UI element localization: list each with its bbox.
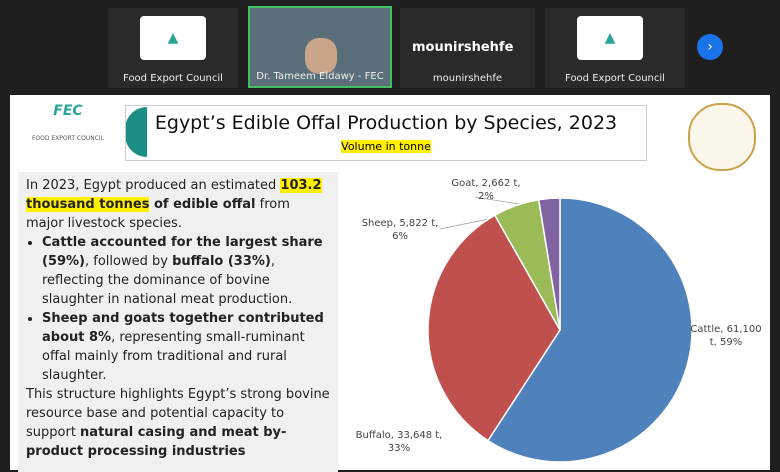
slide-title: Egypt’s Edible Offal Production by Speci… — [154, 112, 618, 134]
emblem — [688, 103, 756, 171]
text: Cattle accounted for the largest share (… — [42, 235, 323, 269]
video-person — [305, 38, 337, 74]
participant-tile[interactable]: ▲ Food Export Council — [108, 8, 238, 88]
slide: FEC FOOD EXPORT COUNCIL Egypt’s Edible O… — [10, 95, 770, 472]
closing: This structure highlights Egypt’s strong… — [26, 385, 330, 461]
bullet: Cattle accounted for the largest share (… — [42, 233, 330, 309]
logo: ▲ — [140, 16, 206, 60]
pie-chart — [427, 196, 693, 463]
intro: In 2023, Egypt produced an estimated 103… — [26, 176, 330, 233]
text: Sheep and goats together contributed abo… — [42, 311, 324, 345]
participant-name: mounirshehfe — [432, 73, 503, 84]
text: , reflecting the dominance of bovine sla… — [42, 254, 293, 307]
next-page-button[interactable]: › — [697, 34, 723, 60]
bullets: Cattle accounted for the largest share (… — [26, 233, 330, 385]
participant-tile[interactable]: mounirshehfe mounirshehfe — [400, 8, 535, 88]
org-logo: FEC FOOD EXPORT COUNCIL — [18, 103, 118, 142]
participant-tile[interactable]: Dr. Tameem Eldawy - FEC — [248, 6, 392, 88]
logo-abbr: FEC — [53, 103, 83, 119]
data-label: Goat, 2,662 t, 2% — [451, 178, 521, 202]
participant-tile[interactable]: ▲ Food Export Council — [545, 8, 685, 88]
text: , representing small-ruminant offal main… — [42, 330, 305, 383]
logo: ▲ — [577, 16, 643, 60]
participant-title: mounirshehfe — [412, 40, 514, 55]
pie-slice — [537, 197, 561, 331]
text-box: In 2023, Egypt produced an estimated 103… — [18, 172, 338, 472]
text: buffalo (33%) — [172, 254, 271, 269]
pie-slice — [486, 197, 693, 463]
text: In 2023, Egypt produced an estimated — [26, 178, 281, 193]
participant-name: Food Export Council — [123, 73, 223, 84]
text: natural casing and meat by-product proce… — [26, 425, 287, 459]
text: from major livestock species. — [26, 197, 290, 231]
data-label: Cattle, 61,100 t, 59% — [690, 324, 762, 348]
participant-name: Dr. Tameem Eldawy - FEC — [256, 71, 384, 82]
title-box: Egypt’s Edible Offal Production by Speci… — [125, 105, 647, 161]
title-accent — [125, 107, 147, 157]
pie-slice — [427, 214, 561, 442]
data-label: Sheep, 5,822 t, 6% — [361, 218, 439, 242]
data-label: Buffalo, 33,648 t, 33% — [355, 430, 443, 454]
text: of edible offal — [149, 197, 256, 212]
logo-org: FOOD EXPORT COUNCIL — [31, 135, 105, 142]
slide-subtitle: Volume in tonne — [341, 140, 431, 153]
participant-name: Food Export Council — [565, 73, 665, 84]
text: , followed by — [85, 254, 173, 269]
bullet: Sheep and goats together contributed abo… — [42, 309, 330, 385]
text: This structure highlights Egypt’s strong… — [26, 387, 330, 440]
